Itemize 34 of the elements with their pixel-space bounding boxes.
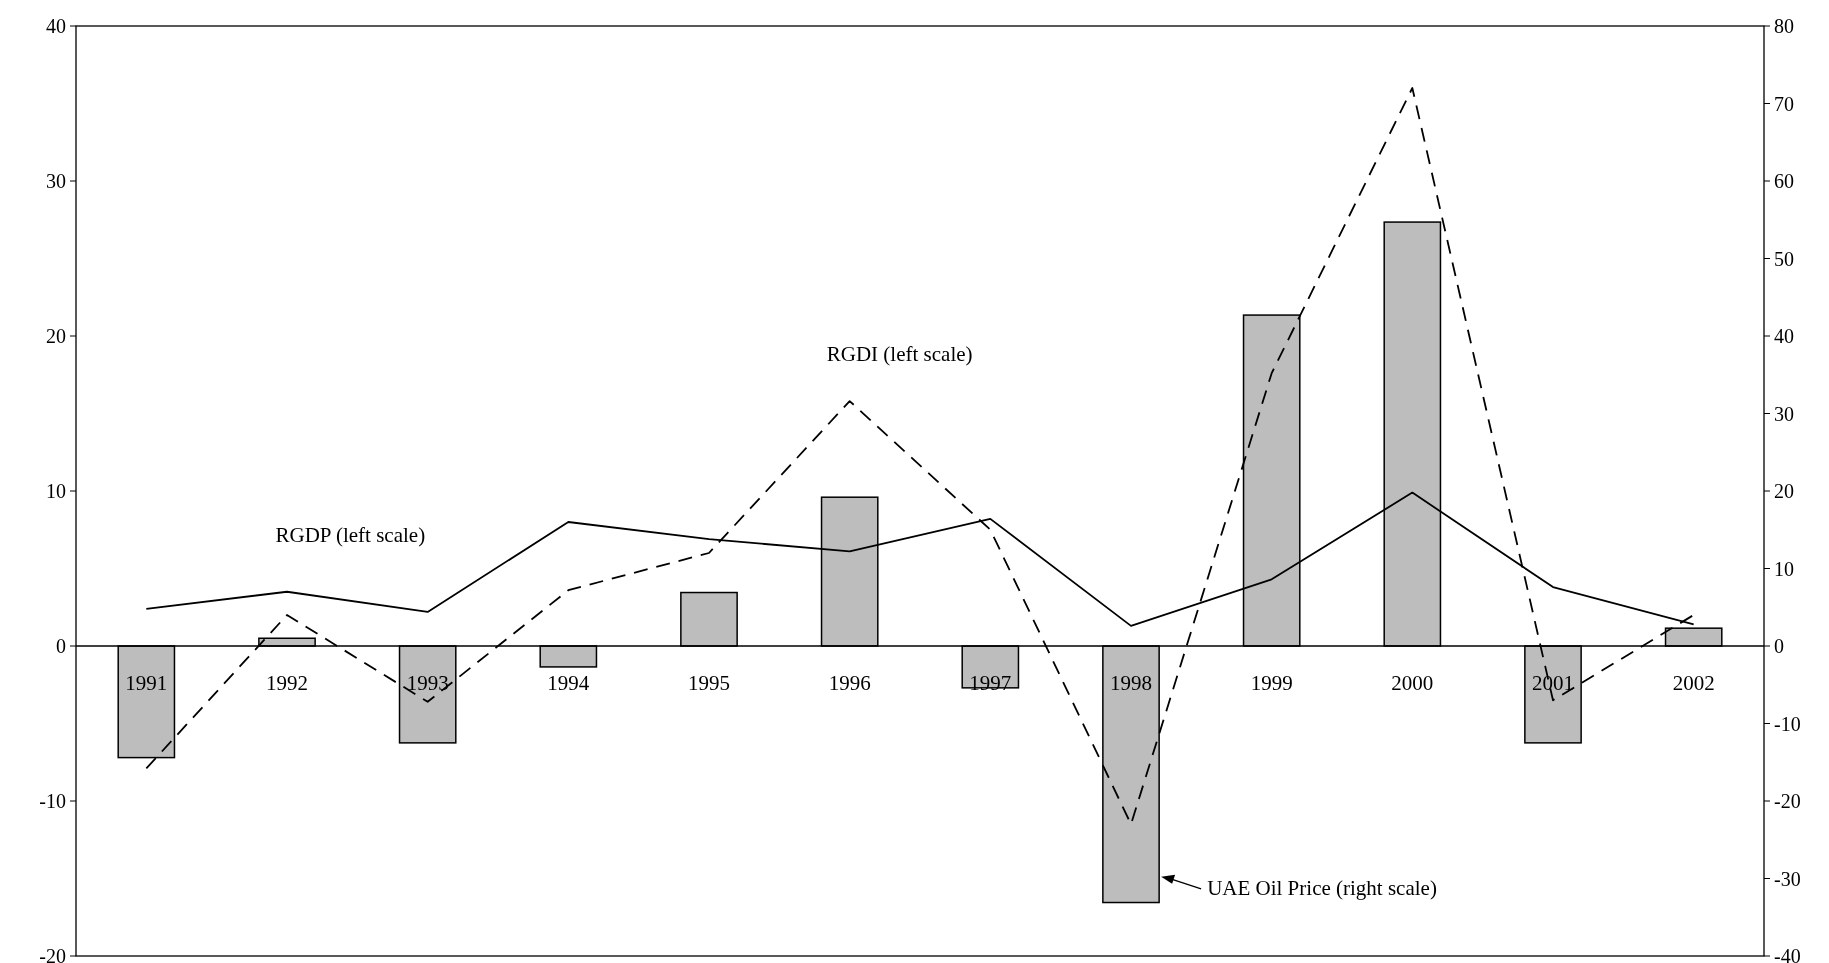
y2-tick-label: 20 bbox=[1774, 480, 1794, 502]
text: RGDP (left scale) bbox=[275, 522, 426, 547]
y2-tick-label: -10 bbox=[1774, 712, 1801, 735]
x-tick-label: 1993 bbox=[406, 671, 449, 695]
x-tick-label: 2002 bbox=[1672, 671, 1715, 695]
y-tick-label: 40 bbox=[46, 15, 66, 37]
x-tick-label: 2000 bbox=[1391, 671, 1434, 695]
legend-label: UAE Oil Price (right scale) bbox=[1207, 875, 1437, 900]
x-tick-label: 1992 bbox=[266, 671, 308, 695]
x-tick-label: 1998 bbox=[1110, 671, 1152, 695]
x-tick-label: 1996 bbox=[828, 671, 871, 695]
y2-tick-label: -20 bbox=[1774, 790, 1801, 812]
x-tick-label: 2001 bbox=[1532, 671, 1574, 695]
y2-tick-label: 10 bbox=[1774, 557, 1794, 580]
y2-tick-label: 80 bbox=[1774, 15, 1794, 37]
y2-tick-label: 60 bbox=[1774, 170, 1794, 192]
y2-tick-label: 30 bbox=[1774, 402, 1794, 425]
y2-tick-label: -40 bbox=[1774, 945, 1801, 963]
y-tick-label: 20 bbox=[46, 325, 66, 347]
y-tick-label: 30 bbox=[46, 170, 66, 192]
y2-tick-label: 70 bbox=[1774, 92, 1794, 115]
x-tick-label: 1994 bbox=[547, 671, 590, 695]
series-label: RGDI (left scale) bbox=[826, 342, 973, 367]
y-tick-label: 10 bbox=[46, 480, 66, 502]
y-tick-label: 0 bbox=[56, 635, 66, 657]
x-tick-label: 1999 bbox=[1250, 671, 1293, 695]
y2-tick-label: 50 bbox=[1774, 247, 1794, 270]
y-tick-label: -20 bbox=[39, 945, 66, 963]
y2-tick-label: 40 bbox=[1774, 325, 1794, 347]
y2-tick-label: -30 bbox=[1774, 867, 1801, 890]
x-tick-label: 1995 bbox=[688, 671, 730, 695]
x-tick-label: 1991 bbox=[125, 671, 168, 695]
y2-tick-label: 0 bbox=[1774, 635, 1784, 657]
y-tick-label: -10 bbox=[39, 790, 66, 812]
